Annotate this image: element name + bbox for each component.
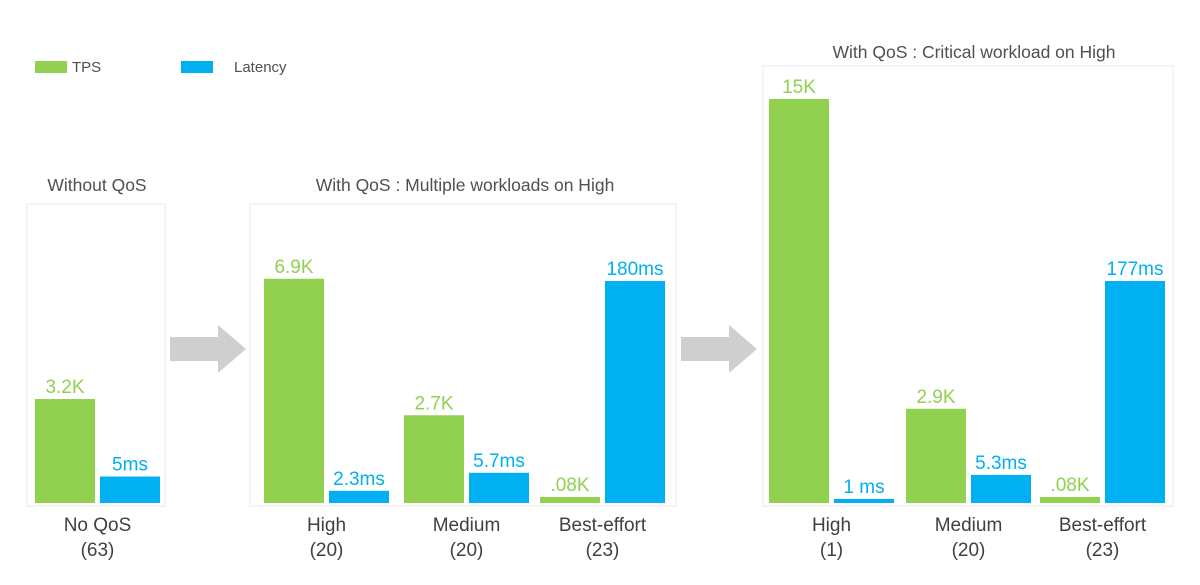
bar-tps	[264, 278, 324, 503]
bar-tps	[540, 497, 600, 503]
bar-latency	[1105, 281, 1165, 503]
category-label: No QoS (63)	[64, 515, 132, 561]
legend-label-latency: Latency	[234, 59, 287, 76]
chart-title: With QoS : Multiple workloads on High	[316, 175, 615, 195]
data-label-latency: 2.3ms	[333, 469, 385, 490]
bar-tps	[769, 99, 829, 503]
chart-frame	[249, 203, 677, 507]
category-label: Medium (20)	[935, 515, 1003, 561]
data-label-latency: 177ms	[1106, 259, 1163, 280]
bar-latency	[100, 476, 160, 503]
chart-panel-2: With QoS : Multiple workloads on High 6.9…	[249, 175, 677, 561]
bar-latency	[971, 474, 1031, 503]
data-label-latency: 1 ms	[843, 477, 884, 498]
transition-arrow-1	[170, 325, 246, 373]
legend: TPS Latency	[35, 59, 287, 76]
data-label-tps: 3.2K	[45, 377, 84, 398]
data-label-tps: 2.7K	[414, 393, 453, 414]
chart-panels: Without QoS 3.2K 5ms No QoS (63) With QoS : M…	[26, 42, 1174, 561]
legend-swatch-tps	[35, 61, 67, 73]
bar-tps	[35, 399, 95, 503]
bar-tps	[1040, 497, 1100, 503]
data-label-tps: 15K	[782, 77, 816, 98]
data-label-tps: .08K	[1050, 475, 1089, 496]
bar-tps	[404, 415, 464, 503]
chart-panel-3: With QoS : Critical workload on High 15K 1…	[762, 42, 1174, 561]
category-label: Best-effort (23)	[559, 515, 647, 561]
data-label-latency: 5ms	[112, 455, 148, 476]
data-label-latency: 5.3ms	[975, 453, 1027, 474]
category-label: Best-effort (23)	[1059, 515, 1147, 561]
data-label-tps: 2.9K	[916, 387, 955, 408]
legend-swatch-latency	[181, 61, 213, 73]
legend-label-tps: TPS	[72, 59, 101, 76]
bar-latency	[329, 490, 389, 503]
transition-arrow-2	[681, 325, 757, 373]
data-label-latency: 180ms	[606, 259, 663, 280]
category-label: Medium (20)	[433, 515, 501, 561]
data-label-tps: 6.9K	[274, 257, 313, 278]
bar-latency	[469, 472, 529, 503]
data-label-tps: .08K	[550, 475, 589, 496]
chart-title: With QoS : Critical workload on High	[832, 42, 1115, 62]
chart-title: Without QoS	[47, 175, 146, 195]
chart-panel-1: Without QoS 3.2K 5ms No QoS (63)	[26, 175, 166, 561]
data-label-latency: 5.7ms	[473, 451, 525, 472]
transition-arrows	[170, 325, 757, 373]
chart-frame	[762, 65, 1174, 507]
bar-latency	[605, 281, 665, 503]
bar-latency	[834, 499, 894, 503]
category-label: High (20)	[307, 515, 346, 561]
chart-frame	[26, 203, 166, 507]
bar-tps	[906, 408, 966, 503]
category-label: High (1)	[812, 515, 851, 561]
